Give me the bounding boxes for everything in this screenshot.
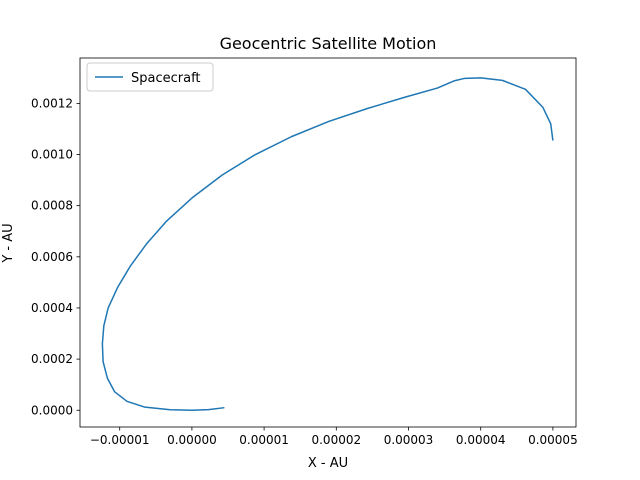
x-tick-label-4: 0.00003: [384, 433, 434, 447]
y-tick-label-2: 0.0004: [31, 301, 73, 315]
x-tick-label-5: 0.00004: [456, 433, 506, 447]
x-tick-label-1: 0.00000: [167, 433, 217, 447]
y-tick-label-5: 0.0010: [31, 148, 73, 162]
y-tick-label-3: 0.0006: [31, 250, 73, 264]
axes-frame: [79, 57, 577, 428]
x-axis-label: X - AU: [308, 456, 348, 471]
legend-label-0: Spacecraft: [131, 71, 201, 86]
y-axis-label: Y - AU: [1, 223, 16, 263]
y-tick-label-0: 0.0000: [31, 403, 73, 417]
legend-box: [86, 62, 214, 92]
plot-area: −0.00001 0.00000 0.00001 0.00002 0.00003 0.00…: [31, 57, 578, 447]
y-tick-label-1: 0.0002: [31, 352, 73, 366]
x-tick-label-2: 0.00001: [239, 433, 289, 447]
series-line-0: [101, 77, 554, 411]
x-tick-label-0: −0.00001: [90, 433, 150, 447]
y-tick-label-4: 0.0008: [31, 199, 73, 213]
y-tick-label-6: 0.0012: [31, 96, 73, 110]
x-tick-label-3: 0.00002: [311, 433, 361, 447]
x-tick-label-6: 0.00005: [528, 433, 578, 447]
chart-title: Geocentric Satellite Motion: [220, 34, 437, 53]
